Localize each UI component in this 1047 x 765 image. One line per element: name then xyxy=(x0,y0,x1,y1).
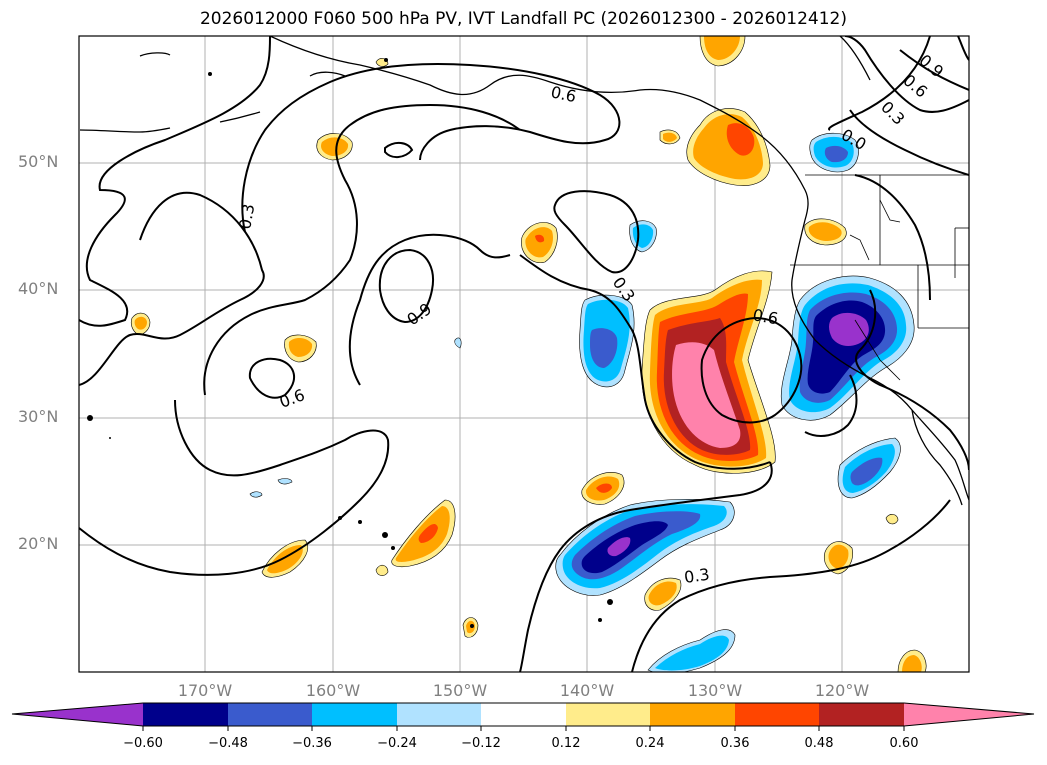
map-title: 2026012000 F060 500 hPa PV, IVT Landfall… xyxy=(199,9,847,29)
political-borders xyxy=(790,174,969,381)
colorbar-swatch xyxy=(228,703,312,726)
colorbar-swatch xyxy=(481,703,566,726)
colorbar-tick-label: −0.36 xyxy=(292,736,332,751)
contour-label: 0.3 xyxy=(235,202,258,230)
contour-label: 0.6 xyxy=(751,305,779,328)
ivt-negative-anomaly-california xyxy=(780,275,915,421)
colorbar-swatch xyxy=(650,703,735,726)
ivt-negative-anomaly-subtropical xyxy=(555,499,735,596)
coastlines xyxy=(79,36,969,506)
ivt-minor-anomalies xyxy=(249,132,901,672)
ivt-negative-anomaly-140w xyxy=(579,294,635,388)
colorbar-swatch xyxy=(312,703,397,726)
islands xyxy=(87,58,613,628)
map-frame xyxy=(78,35,970,673)
ivt-positive-anomaly-central xyxy=(641,270,776,474)
colorbar-tick-label: −0.48 xyxy=(208,736,248,751)
colorbar xyxy=(11,702,1035,731)
lat-label: 40°N xyxy=(18,279,59,298)
colorbar-swatch xyxy=(12,703,143,726)
contour-label: 0.6 xyxy=(277,385,307,412)
colorbar-tick-label: 0.12 xyxy=(551,736,581,751)
colorbar-swatch xyxy=(143,703,228,726)
colorbar-swatch xyxy=(566,703,650,726)
contour-label: 0.3 xyxy=(877,97,908,128)
lon-label: 150°W xyxy=(432,681,488,700)
lon-label: 130°W xyxy=(687,681,743,700)
colorbar-tick-label: −0.12 xyxy=(461,736,501,751)
ivt-minor-positive xyxy=(130,36,927,672)
lat-label: 20°N xyxy=(18,534,59,553)
colorbar-tick-label: −0.60 xyxy=(123,736,163,751)
lon-label: 160°W xyxy=(305,681,361,700)
colorbar-tick-label: 0.60 xyxy=(889,736,919,751)
contour-label: 0.6 xyxy=(549,82,578,106)
lat-label: 30°N xyxy=(18,407,59,426)
lon-label: 120°W xyxy=(814,681,870,700)
lon-label: 140°W xyxy=(559,681,615,700)
contour-label: 0.3 xyxy=(683,565,711,587)
lat-label: 50°N xyxy=(18,152,59,171)
colorbar-swatch xyxy=(819,703,904,726)
colorbar-swatch xyxy=(397,703,481,726)
colorbar-swatch xyxy=(904,703,1034,726)
contour-label: 0.9 xyxy=(403,299,435,329)
contour-label: 0.6 xyxy=(899,71,931,102)
colorbar-tick-label: 0.36 xyxy=(720,736,750,751)
lon-label: 170°W xyxy=(177,681,233,700)
colorbar-swatch xyxy=(735,703,819,726)
colorbar-tick-label: 0.48 xyxy=(804,736,834,751)
colorbar-tick-label: −0.24 xyxy=(377,736,417,751)
colorbar-tick-label: 0.24 xyxy=(635,736,665,751)
pv-contours xyxy=(79,36,969,672)
